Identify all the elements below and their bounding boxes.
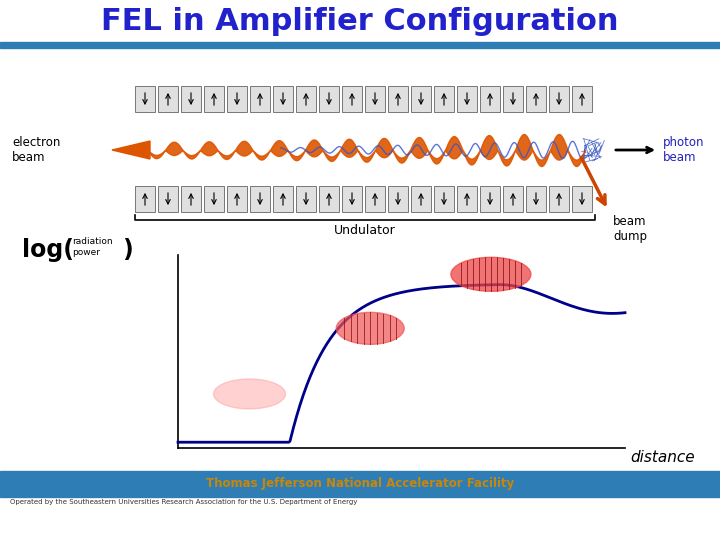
Bar bbox=[549, 86, 569, 112]
Text: radiation
power: radiation power bbox=[72, 237, 112, 258]
Bar bbox=[0, 471, 720, 497]
Bar bbox=[135, 86, 155, 112]
Bar bbox=[572, 186, 592, 212]
Text: Undulator: Undulator bbox=[334, 224, 396, 237]
Bar bbox=[204, 186, 224, 212]
Bar bbox=[135, 186, 155, 212]
Bar bbox=[273, 86, 293, 112]
Bar bbox=[549, 186, 569, 212]
Bar bbox=[319, 86, 339, 112]
Bar bbox=[480, 86, 500, 112]
Text: beam
dump: beam dump bbox=[613, 215, 647, 243]
Ellipse shape bbox=[451, 257, 531, 291]
Bar bbox=[457, 86, 477, 112]
Bar bbox=[572, 86, 592, 112]
Text: electron
beam: electron beam bbox=[12, 136, 60, 164]
Text: Thomas Jefferson National Accelerator Facility: Thomas Jefferson National Accelerator Fa… bbox=[206, 476, 514, 489]
Bar bbox=[365, 186, 385, 212]
Bar bbox=[457, 186, 477, 212]
Bar bbox=[480, 186, 500, 212]
Bar bbox=[503, 186, 523, 212]
Bar bbox=[365, 86, 385, 112]
Bar bbox=[158, 186, 178, 212]
Bar bbox=[319, 186, 339, 212]
Bar bbox=[181, 186, 201, 212]
Text: FEL in Amplifier Configuration: FEL in Amplifier Configuration bbox=[102, 8, 618, 37]
Bar bbox=[296, 86, 316, 112]
Bar bbox=[250, 186, 270, 212]
Bar bbox=[503, 86, 523, 112]
Text: log(: log( bbox=[22, 238, 74, 262]
Bar bbox=[411, 86, 431, 112]
Bar bbox=[388, 86, 408, 112]
Text: distance: distance bbox=[631, 450, 695, 465]
Bar bbox=[250, 86, 270, 112]
Bar bbox=[273, 186, 293, 212]
Bar bbox=[434, 186, 454, 212]
Bar bbox=[227, 86, 247, 112]
Bar bbox=[526, 186, 546, 212]
Bar bbox=[342, 86, 362, 112]
Bar bbox=[388, 186, 408, 212]
Bar bbox=[434, 86, 454, 112]
Text: Operated by the Southeastern Universities Research Association for the U.S. Depa: Operated by the Southeastern Universitie… bbox=[10, 499, 357, 505]
Bar bbox=[227, 186, 247, 212]
Bar bbox=[204, 86, 224, 112]
Bar bbox=[411, 186, 431, 212]
Text: ): ) bbox=[122, 238, 132, 262]
Bar bbox=[0, 42, 720, 48]
Bar bbox=[526, 86, 546, 112]
Polygon shape bbox=[112, 141, 150, 159]
Bar bbox=[296, 186, 316, 212]
Bar bbox=[158, 86, 178, 112]
Ellipse shape bbox=[214, 379, 286, 409]
Ellipse shape bbox=[336, 312, 404, 345]
Bar bbox=[181, 86, 201, 112]
Text: photon
beam: photon beam bbox=[663, 136, 704, 164]
Bar bbox=[342, 186, 362, 212]
